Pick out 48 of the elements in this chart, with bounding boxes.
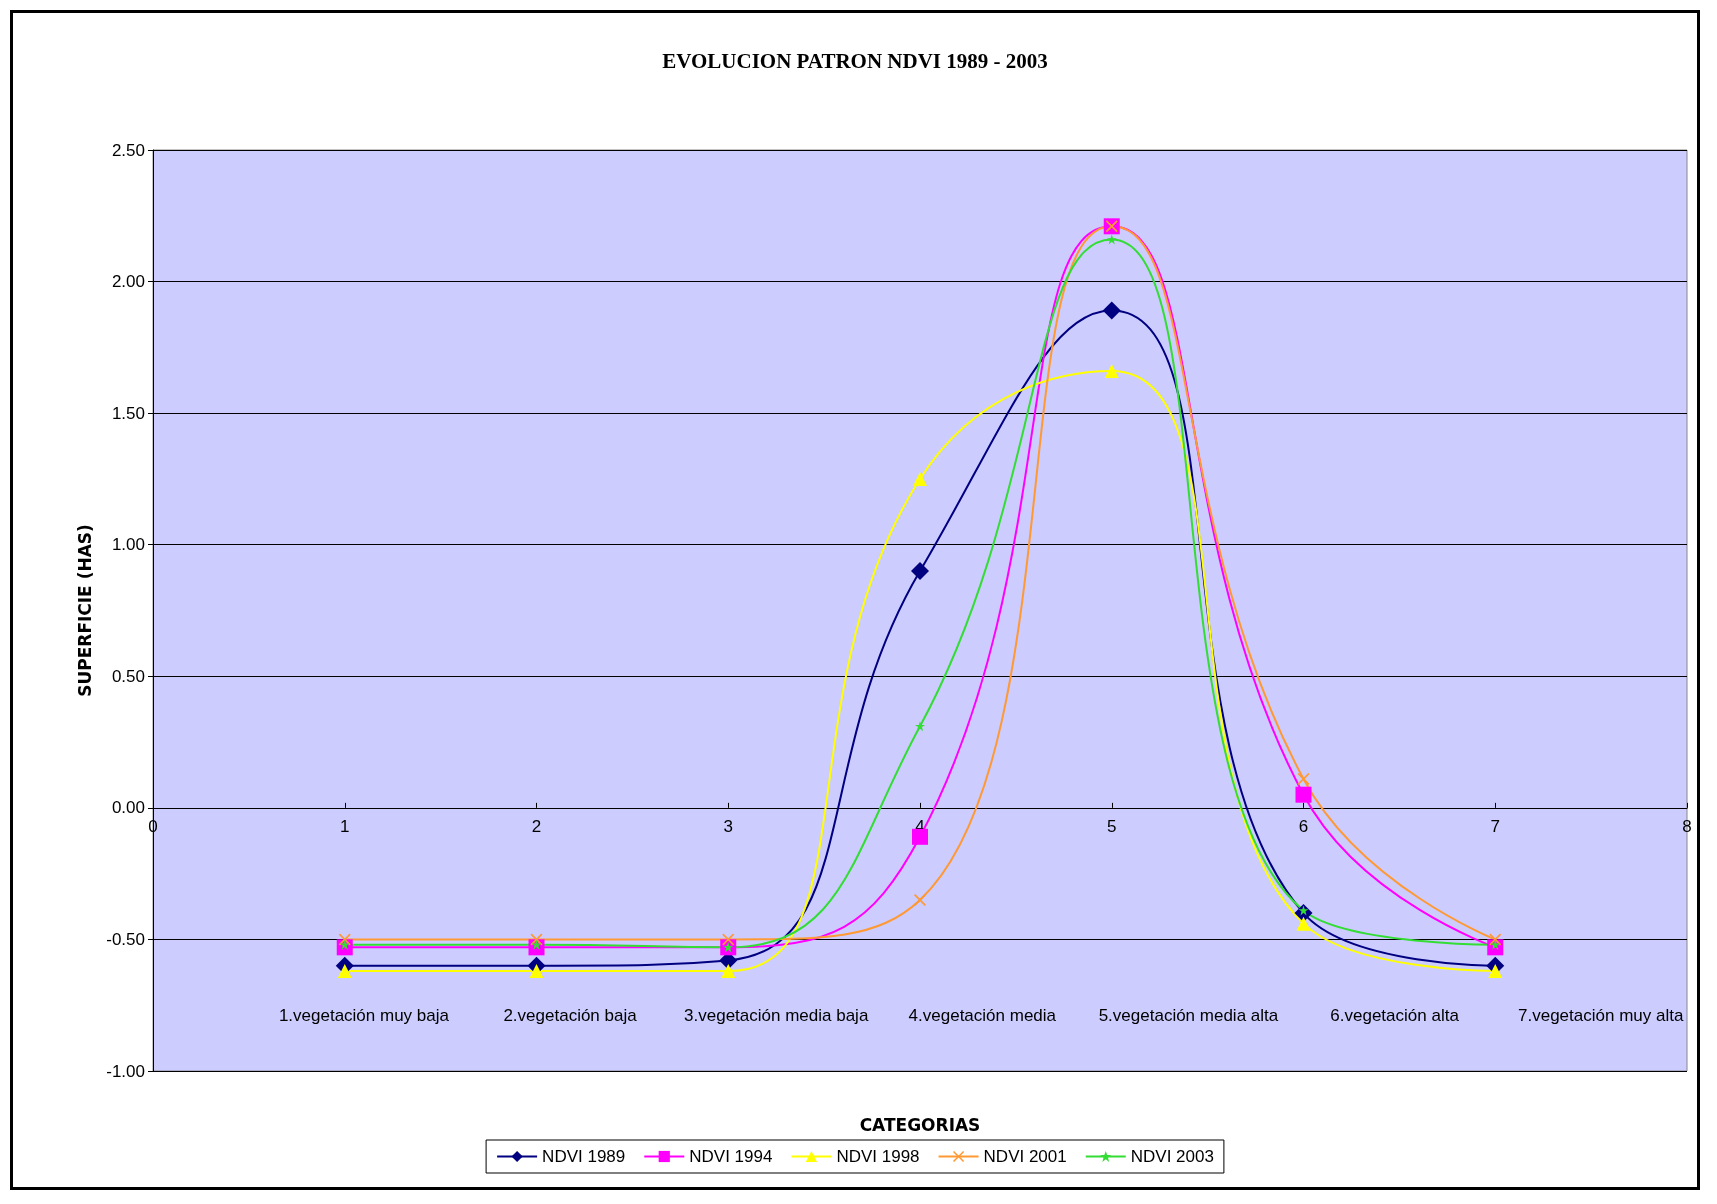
legend-label: NDVI 2003 bbox=[1130, 1147, 1214, 1166]
point bbox=[911, 562, 929, 581]
y-tick-label: 1.50 bbox=[111, 403, 145, 423]
point bbox=[914, 893, 926, 906]
x-tick-label: 2 bbox=[531, 816, 542, 836]
annotation: 6.vegetación alta bbox=[1330, 1006, 1460, 1026]
x-tick-label: 3 bbox=[723, 816, 733, 836]
annotation: 1.vegetación muy baja bbox=[278, 1006, 450, 1026]
point bbox=[913, 471, 927, 486]
x-tick-label: 1 bbox=[340, 816, 350, 836]
point bbox=[915, 721, 925, 732]
point bbox=[912, 828, 928, 845]
legend-label: NDVI 1989 bbox=[542, 1147, 626, 1166]
point bbox=[1102, 301, 1121, 320]
point bbox=[1296, 916, 1311, 931]
x-tick-label: 5 bbox=[1107, 816, 1117, 836]
point bbox=[1488, 964, 1503, 979]
legend-label: NDVI 1998 bbox=[836, 1147, 920, 1166]
point bbox=[338, 933, 351, 946]
legend-label: NDVI 1994 bbox=[689, 1147, 773, 1166]
point bbox=[721, 964, 736, 979]
x-tick-label: 7 bbox=[1490, 816, 1500, 836]
x-tick-label: 6 bbox=[1298, 816, 1309, 836]
y-tick-label: 2.50 bbox=[111, 140, 145, 160]
y-tick-label: 2.00 bbox=[111, 272, 145, 292]
y-tick-label: -0.50 bbox=[106, 929, 145, 949]
point bbox=[337, 964, 352, 979]
chart-title: EVOLUCION PATRON NDVI 1989 - 2003 bbox=[662, 48, 1048, 73]
point bbox=[722, 933, 735, 946]
annotation: 5.vegetación media alta bbox=[1098, 1006, 1279, 1026]
y-tick-label: 0.00 bbox=[111, 798, 145, 818]
y-tick-label: 0.50 bbox=[111, 666, 145, 686]
annotation: 4.vegetación media bbox=[908, 1006, 1057, 1026]
annotation: 7.vegetación muy alta bbox=[1518, 1006, 1684, 1026]
x-tick-label: 8 bbox=[1682, 816, 1692, 836]
point bbox=[1104, 364, 1119, 379]
point bbox=[1489, 933, 1502, 946]
y-tick-label: -1.00 bbox=[106, 1061, 145, 1081]
y-axis-title: SUPERFICIE (HAS) bbox=[74, 524, 95, 697]
annotation: 3.vegetación media baja bbox=[684, 1006, 869, 1026]
point bbox=[1295, 786, 1312, 803]
x-axis-title: CATEGORIAS bbox=[859, 1114, 981, 1135]
point bbox=[530, 933, 543, 946]
y-tick-label: 1.00 bbox=[111, 535, 145, 555]
legend-label: NDVI 2001 bbox=[983, 1147, 1067, 1166]
point bbox=[529, 964, 544, 979]
annotation: 2.vegetación baja bbox=[503, 1006, 638, 1026]
point bbox=[1106, 234, 1117, 245]
